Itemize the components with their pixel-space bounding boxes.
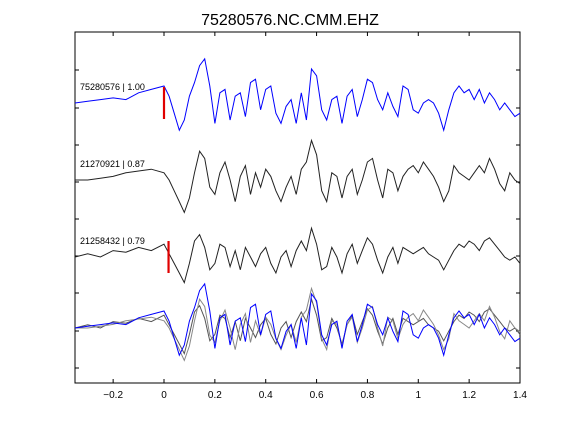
- x-tick-label-5: 0.8: [360, 390, 374, 401]
- overlay-group: [74, 282, 521, 362]
- x-tick-label-4: 0.6: [310, 390, 324, 401]
- chart-title: 75280576.NC.CMM.EHZ: [201, 12, 379, 29]
- traces-group: [74, 57, 521, 284]
- x-tick-label-8: 1.4: [513, 390, 527, 401]
- x-tick-label-2: 0.2: [208, 390, 222, 401]
- trace-line-2: [74, 226, 521, 284]
- pick-markers-group: [162, 87, 170, 273]
- overlay-trace-0: [74, 282, 521, 358]
- trace-label-1: 21270921 | 0.87: [80, 159, 145, 169]
- trace-line-1: [75, 138, 521, 214]
- trace-label-0: 75280576 | 1.00: [80, 82, 145, 92]
- x-axis-ticks: −0.2 0 0.2 0.4 0.6 0.8 1 1.2 1.4: [103, 32, 527, 401]
- x-tick-label-7: 1.2: [462, 390, 476, 401]
- x-tick-label-3: 0.4: [259, 390, 273, 401]
- overlay-trace-2: [74, 297, 521, 355]
- trace-label-2: 21258432 | 0.79: [80, 236, 145, 246]
- x-tick-label-1: 0: [161, 390, 167, 401]
- x-tick-label-0: −0.2: [103, 390, 123, 401]
- plot-area: [74, 31, 521, 384]
- overlay-trace-1: [75, 286, 521, 362]
- x-tick-label-6: 1: [416, 390, 422, 401]
- trace-line-0: [74, 57, 521, 133]
- trace-labels-group: 75280576 | 1.00 21270921 | 0.87 21258432 |…: [80, 82, 145, 246]
